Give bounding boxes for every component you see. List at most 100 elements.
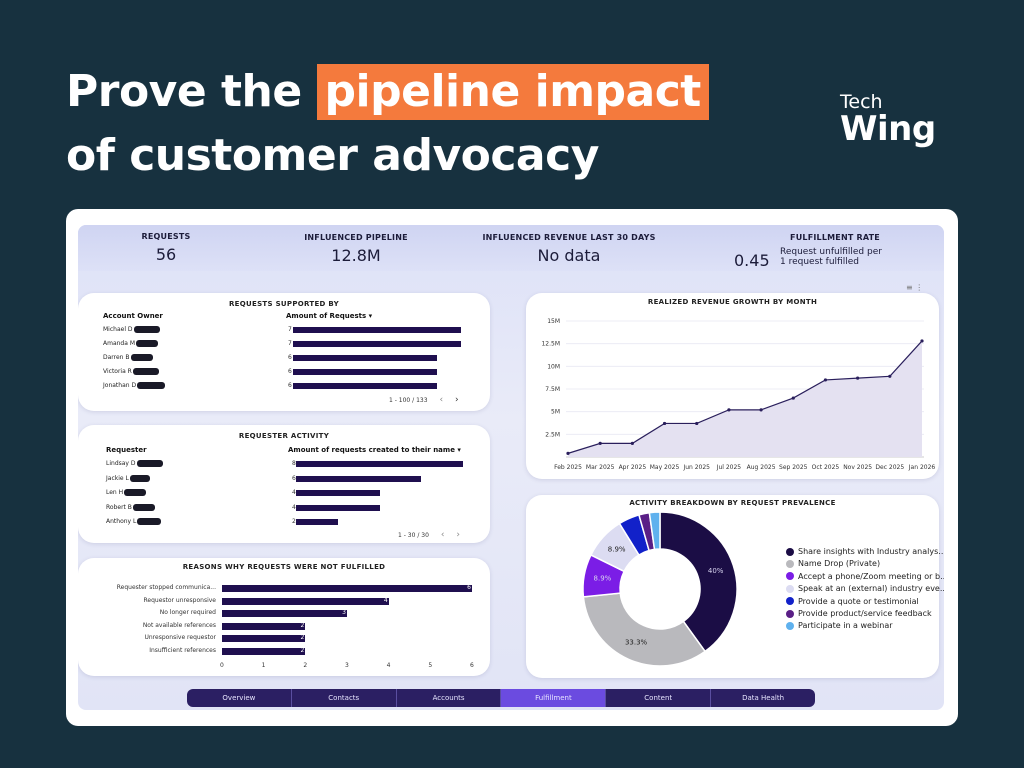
- bar-value: 2: [292, 518, 296, 525]
- card-title: ACTIVITY BREAKDOWN BY REQUEST PREVALENCE: [629, 499, 836, 507]
- row-name[interactable]: Lindsay D: [106, 460, 163, 467]
- tab-contacts[interactable]: Contacts: [292, 689, 397, 707]
- filter-icon[interactable]: ≡ ⋮: [906, 283, 924, 292]
- revenue-point: [662, 421, 667, 426]
- tab-overview[interactable]: Overview: [187, 689, 292, 707]
- legend-swatch: [786, 609, 794, 618]
- tab-fulfillment[interactable]: Fulfillment: [501, 689, 607, 707]
- bar: [296, 461, 463, 467]
- row-name[interactable]: Victoria R: [103, 368, 159, 375]
- x-tick: 1: [261, 662, 266, 669]
- revenue-point: [888, 374, 892, 378]
- headline: Prove the pipeline impact of customer ad…: [66, 60, 709, 188]
- revenue-growth-card: REALIZED REVENUE GROWTH BY MONTH 15M 12.5…: [526, 293, 939, 479]
- reason-label: Unresponsive requestor: [144, 634, 216, 642]
- logo-line1: Tech: [840, 91, 883, 113]
- row-name[interactable]: Jonathan D: [103, 382, 166, 389]
- x-tick: 6: [470, 662, 474, 669]
- next-page-icon[interactable]: ›: [456, 530, 460, 540]
- requests-supported-card: REQUESTS SUPPORTED BY Account Owner Amou…: [78, 293, 490, 411]
- revenue-point: [695, 421, 699, 426]
- col-header-amount[interactable]: Amount of Requests ▾: [286, 312, 372, 320]
- revenue-point: [920, 339, 924, 343]
- revenue-point: [566, 451, 570, 455]
- redacted-name: [136, 340, 158, 347]
- bar-value: 7: [288, 340, 292, 347]
- x-tick: Sep 2025: [779, 464, 808, 471]
- row-name[interactable]: Jackie L: [106, 474, 150, 482]
- reason-bar: 3: [222, 609, 347, 618]
- legend-label: Provide a quote or testimonial: [798, 596, 919, 606]
- bar: [293, 341, 461, 347]
- x-tick: Dec 2025: [875, 464, 904, 471]
- bar-value: 7: [288, 326, 292, 333]
- reason-value: 2: [300, 634, 305, 642]
- legend-item[interactable]: Name Drop (Private): [786, 559, 880, 568]
- kpi-label: REQUESTS: [141, 232, 191, 241]
- reason-label: Requestor unresponsive: [143, 596, 217, 604]
- x-tick: 3: [345, 662, 349, 669]
- slice-label: 40%: [708, 567, 724, 575]
- row-name-text: Victoria R: [103, 368, 132, 375]
- row-name[interactable]: Anthony L: [106, 518, 162, 525]
- bar: [293, 327, 461, 333]
- x-tick: Jul 2025: [716, 464, 742, 471]
- row-name[interactable]: Darren B: [103, 354, 153, 361]
- reason-value: 2: [300, 647, 305, 654]
- reason-label: Requester stopped communica...: [116, 584, 216, 591]
- y-tick: 10M: [547, 363, 560, 370]
- y-tick: 12.5M: [541, 341, 560, 348]
- row-name[interactable]: Michael D: [103, 326, 160, 333]
- redacted-name: [136, 460, 163, 467]
- legend-item[interactable]: Provide product/service feedback: [786, 609, 932, 618]
- reason-bar: 2: [222, 647, 306, 655]
- x-tick: Oct 2025: [812, 464, 840, 471]
- redacted-name: [132, 503, 155, 511]
- row-name-text: Len H: [106, 489, 124, 496]
- next-page-icon[interactable]: ›: [455, 395, 459, 405]
- revenue-line: [567, 340, 923, 454]
- prev-page-icon[interactable]: ‹: [439, 395, 444, 405]
- tab-accounts[interactable]: Accounts: [397, 689, 502, 707]
- bar: [293, 369, 437, 375]
- reason-value: 6: [467, 584, 471, 591]
- redacted-name: [124, 489, 147, 496]
- card-title: REASONS WHY REQUESTS WERE NOT FULFILLED: [182, 563, 386, 571]
- tab-content[interactable]: Content: [606, 689, 712, 707]
- revenue-point: [823, 378, 828, 382]
- donut-slice: [648, 511, 661, 551]
- reason-label: Not available references: [142, 621, 216, 629]
- legend-item[interactable]: Participate in a webinar: [786, 621, 893, 630]
- legend-swatch: [786, 597, 794, 606]
- x-tick: Jan 2026: [908, 464, 936, 471]
- slice-label: 8.9%: [594, 575, 612, 583]
- row-name[interactable]: Amanda M: [103, 340, 158, 347]
- pager-text: 1 - 30 / 30: [398, 532, 429, 539]
- row-name-text: Jonathan D: [103, 382, 137, 389]
- legend-item[interactable]: Share insights with Industry analys...: [786, 547, 944, 556]
- col-header-amount[interactable]: Amount of requests created to their name…: [288, 446, 461, 454]
- row-name-text: Amanda M: [103, 340, 135, 347]
- reason-bar: 6: [222, 584, 472, 592]
- bar-value: 6: [288, 382, 292, 389]
- bar-value: 4: [292, 489, 296, 496]
- kpi-value: 12.8M: [331, 246, 381, 265]
- tab-data-health[interactable]: Data Health: [742, 694, 785, 702]
- col-header-owner[interactable]: Account Owner: [103, 312, 163, 320]
- col-header-requester[interactable]: Requester: [106, 446, 147, 454]
- y-tick: 15M: [547, 318, 560, 325]
- row-name[interactable]: Len H: [106, 489, 147, 496]
- prev-page-icon[interactable]: ‹: [440, 530, 445, 540]
- legend-item[interactable]: Speak at an (external) industry eve...: [786, 584, 944, 593]
- bar-value: 6: [292, 474, 296, 482]
- row-name-text: Michael D: [103, 326, 133, 333]
- legend-item[interactable]: Provide a quote or testimonial: [786, 597, 919, 606]
- bar-value: 6: [288, 354, 292, 361]
- row-name[interactable]: Robert B: [106, 503, 155, 511]
- pager: 1 - 30 / 30 ‹ ›: [398, 530, 460, 540]
- legend-label: Name Drop (Private): [798, 559, 881, 569]
- legend-item[interactable]: Accept a phone/Zoom meeting or b...: [786, 572, 944, 581]
- kpi-influenced-pipeline: INFLUENCED PIPELINE 12.8M: [296, 233, 416, 265]
- legend-label: Accept a phone/Zoom meeting or b...: [798, 571, 944, 581]
- kpi-value: 56: [155, 245, 177, 264]
